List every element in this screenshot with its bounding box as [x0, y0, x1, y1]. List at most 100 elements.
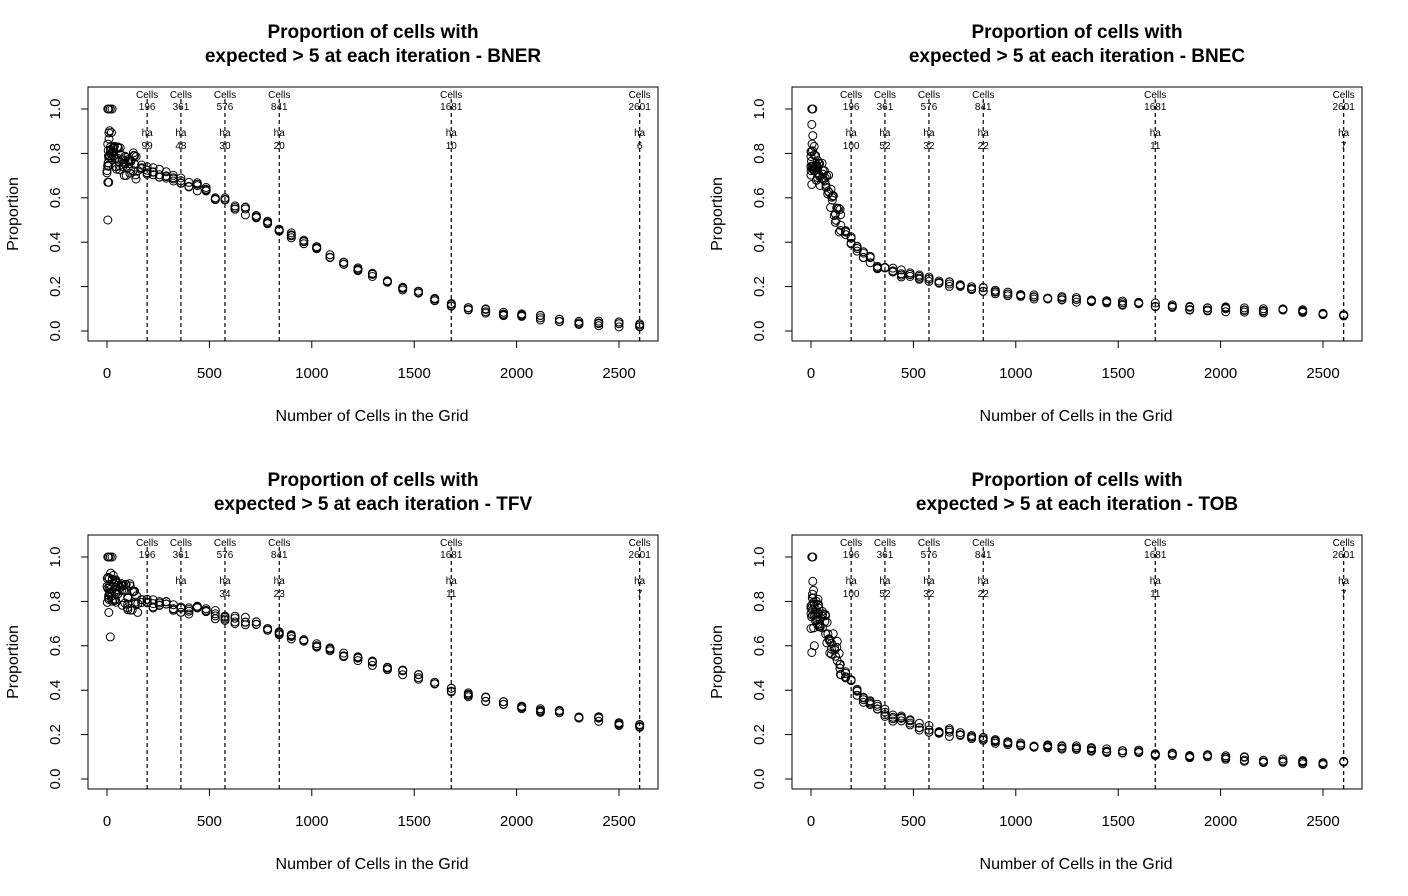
data-point [102, 166, 112, 176]
ref-ha-label: ha [446, 128, 458, 139]
data-point [1203, 306, 1212, 316]
data-point [808, 131, 818, 141]
ref-cells-value: 1681 [1144, 102, 1167, 113]
data-point [978, 282, 988, 292]
x-tick-label: 500 [197, 813, 222, 830]
data-point [104, 608, 114, 617]
chart-panel-1: Proportion of cells with expected > 5 at … [5, 22, 659, 425]
data-point [1239, 752, 1249, 762]
data-point [1016, 290, 1026, 300]
ref-cells-value: 2601 [629, 550, 652, 561]
data-point [914, 725, 924, 735]
ref-cells-value: 2601 [1333, 102, 1356, 113]
chart-panel-3: Proportion of cells with expected > 5 at … [5, 470, 659, 873]
data-point [865, 700, 875, 710]
ref-cells-value: 576 [217, 102, 234, 113]
data-point [192, 178, 202, 188]
y-tick-label: 0.4 [751, 680, 768, 701]
data-point [807, 120, 817, 129]
data-point [872, 701, 882, 711]
ref-ha-value: 99 [142, 141, 154, 152]
ref-ha-value: 20 [274, 141, 286, 152]
data-point [210, 193, 220, 203]
data-point [990, 735, 1000, 745]
x-tick-label: 1500 [1102, 813, 1135, 830]
data-point [414, 286, 423, 296]
data-point [967, 284, 977, 294]
data-point [1258, 308, 1268, 318]
data-point [574, 712, 584, 722]
data-point [116, 150, 126, 160]
data-point [967, 282, 977, 292]
data-point [131, 174, 141, 184]
ref-cells-label: Cells [629, 538, 651, 549]
data-point [367, 272, 377, 281]
y-tick-label: 0.4 [751, 232, 768, 253]
ref-cells-value: 2601 [1333, 550, 1356, 561]
data-point [499, 310, 508, 320]
ref-ha-label: ha [274, 128, 286, 139]
data-point [824, 170, 834, 180]
data-point [481, 308, 491, 318]
data-point [481, 693, 491, 702]
data-point [1167, 748, 1177, 758]
plot-frame [791, 534, 1363, 790]
data-point [852, 690, 862, 700]
data-point [123, 593, 133, 603]
ref-cells-value: 1681 [440, 102, 463, 113]
data-point [128, 166, 138, 176]
data-point [137, 595, 147, 605]
ref-ha-label: ha [1338, 128, 1350, 139]
ref-cells-value: 196 [843, 550, 860, 561]
data-point [499, 700, 508, 709]
y-tick-label: 1.0 [751, 99, 768, 120]
ref-cells-value: 2601 [629, 102, 652, 113]
y-tick-label: 0.2 [47, 276, 64, 297]
data-point [1071, 744, 1081, 754]
data-point [1239, 755, 1249, 765]
data-point [184, 609, 194, 619]
data-point [398, 284, 408, 293]
data-point [210, 609, 220, 619]
data-point [446, 299, 456, 309]
data-point [835, 659, 845, 669]
ref-ha-label: ha [846, 576, 858, 587]
data-point [263, 218, 273, 228]
data-point [1016, 738, 1026, 748]
data-point [240, 210, 250, 220]
data-point [858, 697, 868, 707]
ref-ha-label: ha [923, 128, 935, 139]
data-point [463, 692, 473, 702]
ref-cells-label: Cells [170, 90, 192, 101]
data-point [201, 607, 211, 617]
ref-ha-label: ha [978, 128, 990, 139]
data-point [325, 250, 335, 260]
data-point [841, 226, 851, 236]
data-point [1185, 305, 1195, 314]
ref-ha-value: 22 [978, 589, 990, 600]
y-tick-label: 1.0 [47, 547, 64, 568]
data-point [286, 632, 296, 641]
y-tick-label: 0.2 [751, 724, 768, 745]
data-point [446, 683, 456, 693]
ref-cells-label: Cells [874, 90, 896, 101]
y-axis-label: Proportion [709, 177, 726, 251]
data-point [339, 652, 349, 662]
x-tick-label: 0 [103, 813, 111, 830]
plot-frame [87, 534, 659, 790]
x-tick-label: 500 [197, 365, 222, 382]
data-point [614, 721, 624, 730]
data-point [367, 657, 377, 667]
data-point [430, 293, 440, 303]
data-point [1221, 307, 1231, 317]
x-tick-label: 2000 [1204, 813, 1237, 830]
data-point [594, 716, 604, 726]
chart-title-line-2: expected > 5 at each iteration - TFV [214, 494, 533, 515]
x-tick-label: 2000 [1204, 365, 1237, 382]
data-point [353, 656, 363, 666]
data-point [1298, 759, 1308, 769]
data-point [836, 220, 846, 230]
ref-cells-label: Cells [629, 90, 651, 101]
data-point [176, 173, 186, 183]
data-point [835, 204, 845, 214]
